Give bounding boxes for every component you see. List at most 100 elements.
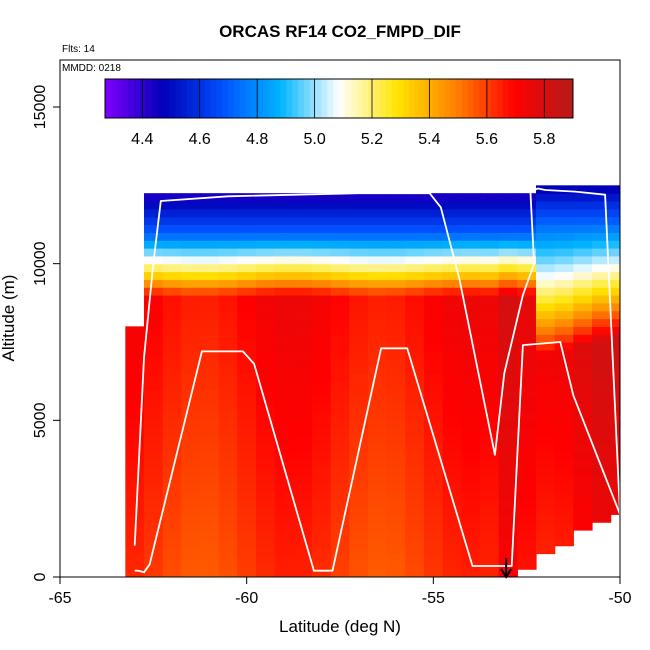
field-cell: [573, 357, 593, 367]
field-cell: [349, 263, 369, 273]
field-cell: [554, 240, 574, 249]
field-cell: [181, 459, 201, 468]
field-cell: [424, 373, 444, 382]
field-cell: [405, 436, 425, 445]
field-cell: [498, 459, 518, 468]
colorbar-cell: [105, 79, 112, 118]
field-cell: [498, 248, 518, 257]
field-cell: [405, 412, 425, 421]
field-cell: [592, 326, 612, 335]
field-cell: [517, 232, 537, 241]
field-cell: [293, 436, 313, 445]
colorbar-cell: [274, 79, 281, 118]
field-cell: [181, 475, 201, 484]
field-cell: [349, 240, 369, 249]
field-cell: [330, 318, 350, 327]
field-cell: [573, 522, 593, 531]
colorbar-cell: [450, 79, 457, 118]
field-cell: [554, 490, 574, 500]
field-cell: [573, 467, 593, 476]
field-cell: [461, 467, 481, 476]
field-cell: [386, 193, 406, 202]
field-cell: [554, 232, 574, 241]
field-cell: [274, 498, 294, 508]
field-cell: [274, 342, 294, 351]
field-cell: [517, 318, 537, 327]
field-cell: [181, 342, 201, 351]
field-cell: [274, 381, 294, 390]
field-cell: [554, 428, 574, 437]
field-cell: [144, 396, 164, 406]
field-cell: [293, 318, 313, 327]
field-cell: [592, 185, 612, 194]
field-cell: [330, 490, 350, 500]
y-axis-label: Altitude (m): [0, 275, 18, 362]
field-cell: [461, 232, 481, 241]
field-cell: [274, 545, 294, 555]
field-cell: [517, 240, 537, 249]
field-cell: [330, 459, 350, 468]
field-cell: [144, 490, 164, 500]
colorbar-cell: [496, 79, 504, 118]
field-cell: [312, 318, 332, 327]
field-cell: [610, 459, 620, 468]
field-cell: [256, 326, 276, 335]
field-cell: [181, 514, 201, 523]
field-cell: [274, 263, 294, 273]
field-cell: [610, 475, 620, 484]
field-cell: [517, 365, 537, 374]
field-cell: [293, 475, 313, 484]
field-cell: [218, 436, 238, 445]
field-cell: [200, 208, 220, 218]
colorbar-cell: [169, 79, 176, 118]
field-cell: [368, 318, 388, 327]
field-cell: [554, 248, 574, 257]
field-cell: [480, 357, 500, 367]
field-cell: [218, 428, 238, 437]
field-cell: [368, 287, 388, 296]
field-cell: [330, 349, 350, 359]
field-cell: [405, 404, 425, 414]
field-cell: [442, 279, 462, 288]
field-cell: [498, 436, 518, 445]
field-cell: [181, 404, 201, 414]
colorbar-cell: [245, 79, 252, 118]
field-cell: [517, 451, 537, 461]
colorbar-tick-label: 5.8: [533, 131, 555, 148]
field-cell: [200, 287, 220, 296]
field-cell: [442, 522, 462, 531]
field-cell: [573, 420, 593, 429]
field-cell: [573, 318, 593, 327]
field-cell: [573, 404, 593, 414]
field-cell: [592, 302, 612, 312]
field-cell: [517, 475, 537, 484]
field-cell: [218, 287, 238, 296]
field-cell: [554, 318, 574, 327]
field-cell: [461, 302, 481, 312]
field-cell: [293, 357, 313, 367]
field-cell: [144, 459, 164, 468]
field-cell: [517, 467, 537, 476]
field-cell: [312, 373, 332, 382]
field-cell: [480, 349, 500, 359]
field-cell: [461, 553, 481, 562]
field-cell: [237, 224, 257, 233]
field-cell: [480, 271, 500, 280]
field-cell: [256, 498, 276, 508]
field-cell: [480, 232, 500, 241]
field-cell: [368, 248, 388, 257]
field-cell: [312, 545, 332, 555]
field-cell: [200, 263, 220, 273]
colorbar-cell: [456, 79, 463, 118]
field-cell: [498, 208, 518, 218]
field-cell: [200, 326, 220, 335]
flights-annotation: Flts: 14: [62, 44, 95, 55]
field-cell: [554, 381, 574, 390]
field-cell: [349, 514, 369, 523]
field-cell: [256, 436, 276, 445]
field-cell: [125, 545, 145, 555]
field-cell: [293, 381, 313, 390]
field-cell: [498, 506, 518, 515]
field-cell: [330, 287, 350, 296]
field-cell: [330, 396, 350, 406]
